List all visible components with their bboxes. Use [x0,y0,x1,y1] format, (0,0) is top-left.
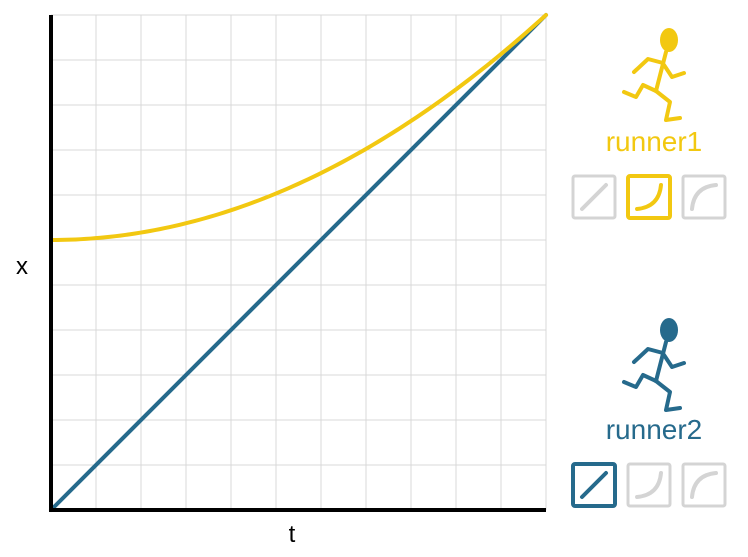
option-frame [626,462,672,508]
grid-lines [51,14,547,510]
series-layer [49,13,548,512]
straight-line-icon [580,471,608,499]
motion-option-decelerating-button[interactable] [681,462,727,508]
motion-option-linear-button[interactable] [571,462,617,508]
runner2-motion-options [571,462,727,508]
straight-line-icon [580,183,608,211]
running-person-icon [622,28,686,122]
motion-option-accelerating-button[interactable] [626,174,672,220]
y-axis-label: x [16,253,28,280]
runner-front-leg [654,379,682,412]
motion-option-accelerating-button[interactable] [626,462,672,508]
runner2-label: runner2 [606,414,703,445]
x-axis-label: t [289,521,296,548]
running-person-icon [622,318,686,412]
runner-torso [654,50,668,93]
concave-down-curve-icon [690,471,718,499]
motion-option-linear-button[interactable] [571,174,617,220]
runner-head [660,28,678,52]
runner-back-arm [632,57,665,74]
runner-torso [654,340,668,383]
runner-front-arm [662,353,686,369]
motion-option-decelerating-button[interactable] [681,174,727,220]
option-frame [681,174,727,220]
series-line-runner2 [49,13,548,512]
runner1-label: runner1 [606,126,703,157]
series-line-runner1 [49,13,548,242]
option-frame [681,462,727,508]
runner-back-leg [622,83,658,99]
runner1-panel: runner1 [571,28,727,220]
runner-front-arm [662,63,686,79]
concave-up-curve-icon [635,183,663,211]
concave-down-curve-icon [690,183,718,211]
runner2-panel: runner2 [571,318,727,508]
runner-back-leg [622,373,658,389]
runner-front-leg [654,89,682,122]
runner-back-arm [632,347,665,364]
runner1-motion-options [571,174,727,220]
runner-head [660,318,678,342]
option-frame [626,174,672,220]
position-time-chart: x t [16,13,548,548]
concave-up-curve-icon [635,471,663,499]
